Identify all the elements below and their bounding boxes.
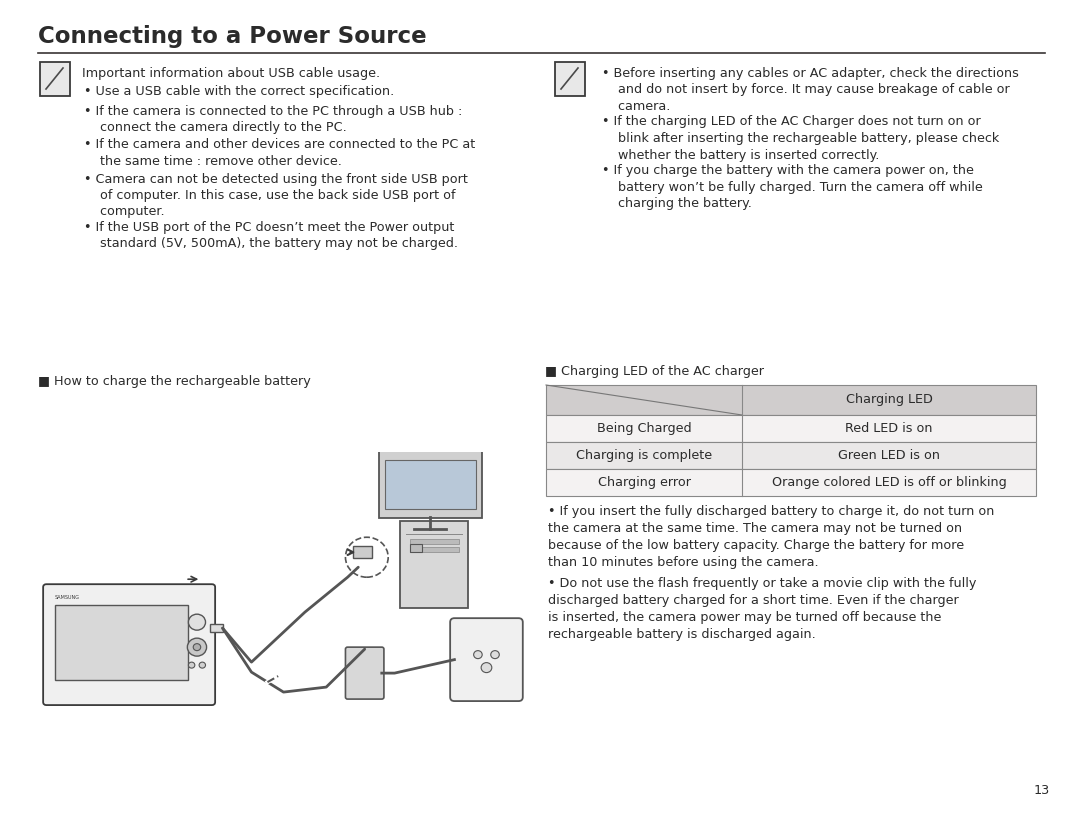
Text: • Camera can not be detected using the front side USB port
    of computer. In t: • Camera can not be detected using the f… bbox=[84, 173, 468, 218]
Text: • If the camera and other devices are connected to the PC at
    the same time :: • If the camera and other devices are co… bbox=[84, 139, 475, 168]
Text: Charging LED: Charging LED bbox=[846, 394, 932, 407]
Bar bbox=[546, 415, 1036, 442]
Text: Important information about USB cable usage.: Important information about USB cable us… bbox=[82, 67, 380, 80]
FancyBboxPatch shape bbox=[450, 618, 523, 701]
Circle shape bbox=[188, 662, 194, 668]
Text: Charging error: Charging error bbox=[597, 476, 690, 489]
Bar bbox=[546, 385, 1036, 415]
Text: • If the USB port of the PC doesn’t meet the Power output
    standard (5V, 500m: • If the USB port of the PC doesn’t meet… bbox=[84, 221, 458, 250]
Text: • If the charging LED of the AC Charger does not turn on or
    blink after inse: • If the charging LED of the AC Charger … bbox=[602, 116, 999, 161]
Bar bbox=[409, 547, 459, 553]
Circle shape bbox=[474, 650, 482, 659]
Bar bbox=[546, 469, 1036, 496]
Circle shape bbox=[481, 663, 491, 672]
Text: • If the camera is connected to the PC through a USB hub :
    connect the camer: • If the camera is connected to the PC t… bbox=[84, 104, 462, 134]
Text: • Before inserting any cables or AC adapter, check the directions
    and do not: • Before inserting any cables or AC adap… bbox=[602, 67, 1018, 113]
Bar bbox=[55, 606, 188, 680]
Circle shape bbox=[490, 650, 499, 659]
Text: Charging is complete: Charging is complete bbox=[576, 449, 712, 462]
FancyBboxPatch shape bbox=[40, 62, 70, 96]
Text: • If you charge the battery with the camera power on, the
    battery won’t be f: • If you charge the battery with the cam… bbox=[602, 164, 983, 210]
Text: Being Charged: Being Charged bbox=[596, 422, 691, 435]
Text: • Do not use the flash frequently or take a movie clip with the fully
discharged: • Do not use the flash frequently or tak… bbox=[548, 577, 976, 641]
FancyBboxPatch shape bbox=[400, 522, 469, 608]
Bar bbox=[546, 442, 1036, 469]
Text: Orange colored LED is off or blinking: Orange colored LED is off or blinking bbox=[771, 476, 1007, 489]
Bar bbox=[409, 540, 459, 544]
Text: • Use a USB cable with the correct specification.: • Use a USB cable with the correct speci… bbox=[84, 85, 394, 98]
Text: ■ Charging LED of the AC charger: ■ Charging LED of the AC charger bbox=[545, 365, 764, 378]
Circle shape bbox=[188, 615, 205, 630]
Circle shape bbox=[187, 638, 206, 656]
Text: • If you insert the fully discharged battery to charge it, do not turn on
the ca: • If you insert the fully discharged bat… bbox=[548, 505, 995, 569]
FancyBboxPatch shape bbox=[346, 647, 383, 699]
Text: SAMSUNG: SAMSUNG bbox=[55, 595, 80, 600]
Circle shape bbox=[193, 644, 201, 650]
Text: 13: 13 bbox=[1034, 784, 1050, 797]
Bar bbox=[409, 544, 422, 553]
Text: ■ How to charge the rechargeable battery: ■ How to charge the rechargeable battery bbox=[38, 375, 311, 388]
Bar bbox=[353, 546, 373, 558]
FancyBboxPatch shape bbox=[43, 584, 215, 705]
Text: Red LED is on: Red LED is on bbox=[846, 422, 933, 435]
Text: Connecting to a Power Source: Connecting to a Power Source bbox=[38, 25, 427, 48]
FancyBboxPatch shape bbox=[379, 452, 482, 518]
Bar bbox=[384, 460, 476, 509]
Bar bbox=[210, 624, 222, 632]
FancyBboxPatch shape bbox=[555, 62, 585, 96]
Circle shape bbox=[199, 662, 205, 668]
Text: Green LED is on: Green LED is on bbox=[838, 449, 940, 462]
